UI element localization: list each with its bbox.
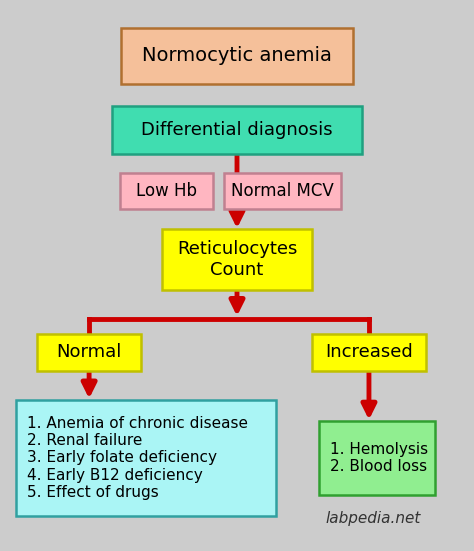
Text: 1. Hemolysis
2. Blood loss: 1. Hemolysis 2. Blood loss	[329, 442, 428, 474]
FancyBboxPatch shape	[37, 334, 141, 371]
Text: Increased: Increased	[325, 343, 413, 361]
FancyBboxPatch shape	[112, 106, 362, 154]
Text: Reticulocytes
Count: Reticulocytes Count	[177, 240, 297, 279]
Text: Low Hb: Low Hb	[136, 182, 197, 200]
FancyBboxPatch shape	[225, 173, 340, 209]
FancyBboxPatch shape	[319, 421, 435, 495]
FancyBboxPatch shape	[121, 28, 353, 84]
Text: Normal: Normal	[56, 343, 122, 361]
Text: 1. Anemia of chronic disease
2. Renal failure
3. Early folate deficiency
4. Earl: 1. Anemia of chronic disease 2. Renal fa…	[27, 415, 248, 500]
FancyBboxPatch shape	[312, 334, 426, 371]
FancyBboxPatch shape	[162, 229, 312, 290]
Text: Normal MCV: Normal MCV	[231, 182, 334, 200]
Text: Differential diagnosis: Differential diagnosis	[141, 121, 333, 139]
FancyBboxPatch shape	[16, 400, 276, 516]
Text: labpedia.net: labpedia.net	[326, 511, 421, 526]
FancyBboxPatch shape	[120, 173, 213, 209]
Text: Normocytic anemia: Normocytic anemia	[142, 46, 332, 66]
